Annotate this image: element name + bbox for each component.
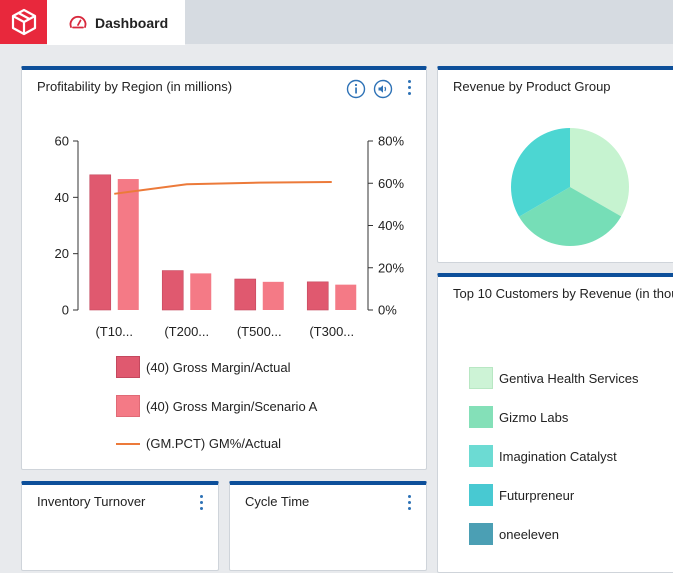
bar-gross-margin-actual <box>306 281 329 311</box>
legend-swatch <box>469 406 493 428</box>
legend-swatch <box>116 395 140 417</box>
y2-tick-label: 60% <box>378 176 404 191</box>
bar-gross-margin-actual <box>89 174 112 311</box>
legend-item-gm-pct[interactable]: (GM.PCT) GM%/Actual <box>116 436 281 451</box>
pie-slice <box>570 128 629 217</box>
legend-item-customer[interactable]: Gentiva Health Services <box>469 367 638 389</box>
info-icon[interactable] <box>346 79 366 99</box>
x-tick-label: (T200... <box>164 324 209 339</box>
legend-item-customer[interactable]: Imagination Catalyst <box>469 445 617 467</box>
panel-title: Revenue by Product Group <box>453 79 611 94</box>
y2-tick-label: 0% <box>378 303 397 318</box>
y-tick-label: 20 <box>55 246 69 261</box>
bar-gross-margin-actual <box>161 270 184 311</box>
x-tick-label: (T300... <box>309 324 354 339</box>
legend-label: oneeleven <box>499 526 559 542</box>
panel-title: Top 10 Customers by Revenue (in thousand… <box>453 286 673 301</box>
cycle-time-panel: Cycle Time <box>229 481 427 571</box>
y2-tick-label: 80% <box>378 134 404 149</box>
customers-panel: Top 10 Customers by Revenue (in thousand… <box>437 273 673 573</box>
legend-item-customer[interactable]: oneeleven <box>469 523 559 545</box>
panel-title: Cycle Time <box>245 494 310 509</box>
legend-swatch <box>116 356 140 378</box>
profitability-panel: Profitability by Region (in millions) 0 2… <box>21 66 427 470</box>
line-gm-pct <box>114 180 332 195</box>
legend-label: (40) Gross Margin/Scenario A <box>146 398 318 414</box>
y-tick-label: 0 <box>62 303 69 318</box>
legend-label: Gizmo Labs <box>499 409 569 425</box>
y-tick-label: 60 <box>55 134 69 149</box>
cube-logo-icon <box>11 8 36 36</box>
tab-label: Dashboard <box>95 14 169 31</box>
legend-label: Futurpreneur <box>499 487 575 503</box>
bar-gross-margin-scenario <box>335 284 357 310</box>
bar-gross-margin-scenario <box>262 281 284 310</box>
legend-item-gross-margin-actual[interactable]: (40) Gross Margin/Actual <box>116 356 291 378</box>
legend-swatch <box>469 367 493 389</box>
y2-tick-label: 40% <box>378 218 404 233</box>
revenue-pie-chart <box>511 128 629 246</box>
legend-item-customer[interactable]: Futurpreneur <box>469 484 574 506</box>
legend-swatch <box>469 445 493 467</box>
y-tick-label: 40 <box>55 190 69 205</box>
speaker-icon[interactable] <box>373 79 393 99</box>
tab-dashboard[interactable]: Dashboard <box>47 0 185 45</box>
x-tick-label: (T500... <box>237 324 282 339</box>
bar-gross-margin-scenario <box>117 179 139 310</box>
legend-item-gross-margin-scenario[interactable]: (40) Gross Margin/Scenario A <box>116 395 317 417</box>
app-logo[interactable] <box>0 0 47 44</box>
y2-tick-label: 20% <box>378 260 404 275</box>
pie-slice <box>519 187 622 246</box>
top-bar: Dashboard <box>0 0 673 45</box>
legend-label: Imagination Catalyst <box>499 448 617 464</box>
legend-swatch <box>469 484 493 506</box>
pie-slice <box>511 128 570 217</box>
more-menu-icon[interactable] <box>407 80 411 96</box>
x-tick-label: (T10... <box>95 324 133 339</box>
more-menu-icon[interactable] <box>199 495 203 511</box>
bar-gross-margin-actual <box>234 278 257 311</box>
inventory-panel: Inventory Turnover <box>21 481 219 571</box>
more-menu-icon[interactable] <box>407 495 411 511</box>
legend-label: (40) Gross Margin/Actual <box>146 359 291 375</box>
legend-item-customer[interactable]: Gizmo Labs <box>469 406 568 428</box>
legend-swatch <box>469 523 493 545</box>
legend-label: Gentiva Health Services <box>499 370 639 386</box>
legend-label: (GM.PCT) GM%/Actual <box>146 436 282 451</box>
speedometer-icon <box>69 15 87 28</box>
panel-title: Profitability by Region (in millions) <box>37 79 233 94</box>
profitability-chart: 0 20 40 60 0% 20% 40% 60% 80% (T10... (T200... (T50… <box>55 134 405 340</box>
bar-gross-margin-scenario <box>190 273 212 310</box>
panel-title: Inventory Turnover <box>37 494 146 509</box>
legend-swatch <box>116 442 140 445</box>
revenue-panel: Revenue by Product Group <box>437 66 673 263</box>
